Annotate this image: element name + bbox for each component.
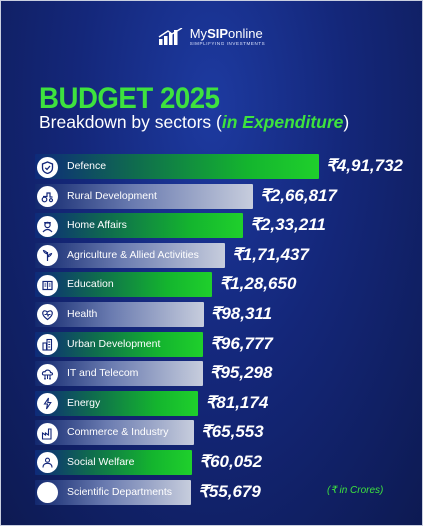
- value-label: ₹1,28,650: [219, 274, 297, 294]
- bar-row: Home Affairs ₹2,33,211: [35, 211, 415, 241]
- bar-row: Energy ₹81,174: [35, 389, 415, 419]
- bar: [35, 479, 191, 505]
- bar: [35, 420, 194, 446]
- value-label: ₹60,052: [199, 451, 263, 471]
- value-label: ₹2,33,211: [250, 215, 326, 235]
- bar-row: Rural Development ₹2,66,817: [35, 182, 415, 212]
- officer-icon: [37, 215, 58, 237]
- bar: [35, 361, 203, 387]
- science-icon: [37, 482, 58, 504]
- bar-chart: Defence ₹4,91,732 Rural Development ₹2,66,8…: [35, 152, 415, 507]
- category-label: Rural Development: [67, 189, 157, 202]
- bar: [35, 183, 253, 209]
- category-label: Energy: [67, 396, 101, 409]
- bar-row: Scientific Departments ₹55,679: [35, 478, 415, 508]
- cloud-network-icon: [37, 363, 58, 385]
- page-subtitle: Breakdown by sectors (in Expenditure): [39, 112, 350, 132]
- social-welfare-icon: [37, 452, 58, 474]
- agriculture-icon: [37, 245, 58, 267]
- bar-row: Education ₹1,28,650: [35, 270, 415, 300]
- value-label: ₹55,679: [198, 481, 261, 501]
- bar: [35, 449, 193, 475]
- bar-row: Agriculture & Allied Activities ₹1,71,437: [35, 241, 415, 271]
- value-label: ₹81,174: [205, 392, 269, 412]
- brand-tagline: SIMPLIFYING INVESTMENTS: [189, 41, 266, 46]
- category-label: Health: [67, 307, 98, 320]
- city-icon: [37, 334, 58, 356]
- category-label: IT and Telecom: [67, 367, 139, 380]
- bar: [35, 272, 213, 298]
- education-icon: [37, 274, 58, 296]
- category-label: Commerce & Industry: [67, 426, 169, 439]
- value-label: ₹65,553: [200, 422, 264, 442]
- category-label: Urban Development: [67, 337, 161, 350]
- bar: [35, 154, 319, 179]
- category-label: Agriculture & Allied Activities: [67, 248, 199, 261]
- bar: [35, 301, 204, 327]
- category-label: Social Welfare: [67, 455, 135, 468]
- bar-chart-logo-icon: [158, 27, 183, 45]
- shield-icon: [37, 156, 58, 178]
- brand-name: MySIPonline: [189, 26, 263, 41]
- category-label: Defence: [67, 160, 107, 172]
- unit-note: (₹ in Crores): [327, 485, 384, 496]
- bar-row: Social Welfare ₹60,052: [35, 448, 415, 478]
- bar: [35, 331, 204, 357]
- brand-logo: MySIPonline SIMPLIFYING INVESTMENTS: [1, 27, 422, 47]
- bar-row: Defence ₹4,91,732: [35, 152, 415, 182]
- value-label: ₹95,298: [209, 363, 273, 383]
- factory-icon: [37, 422, 58, 444]
- value-label: ₹2,66,817: [259, 185, 337, 205]
- value-label: ₹4,91,732: [326, 156, 403, 175]
- tractor-icon: [37, 186, 58, 208]
- bar-row: Commerce & Industry ₹65,553: [35, 418, 415, 448]
- value-label: ₹96,777: [210, 333, 273, 353]
- bar-row: IT and Telecom ₹95,298: [35, 359, 415, 389]
- category-label: Home Affairs: [67, 219, 127, 232]
- page-title: BUDGET 2025: [39, 82, 220, 115]
- category-label: Education: [67, 278, 114, 291]
- bar: [35, 242, 225, 268]
- value-label: ₹1,71,437: [231, 244, 309, 264]
- bar-row: Health ₹98,311: [35, 300, 415, 330]
- category-label: Scientific Departments: [67, 485, 173, 498]
- bar-row: Urban Development ₹96,777: [35, 330, 415, 360]
- bar: [35, 213, 244, 239]
- value-label: ₹98,311: [210, 303, 273, 323]
- bar: [35, 390, 199, 416]
- energy-icon: [37, 393, 58, 415]
- health-icon: [37, 304, 58, 326]
